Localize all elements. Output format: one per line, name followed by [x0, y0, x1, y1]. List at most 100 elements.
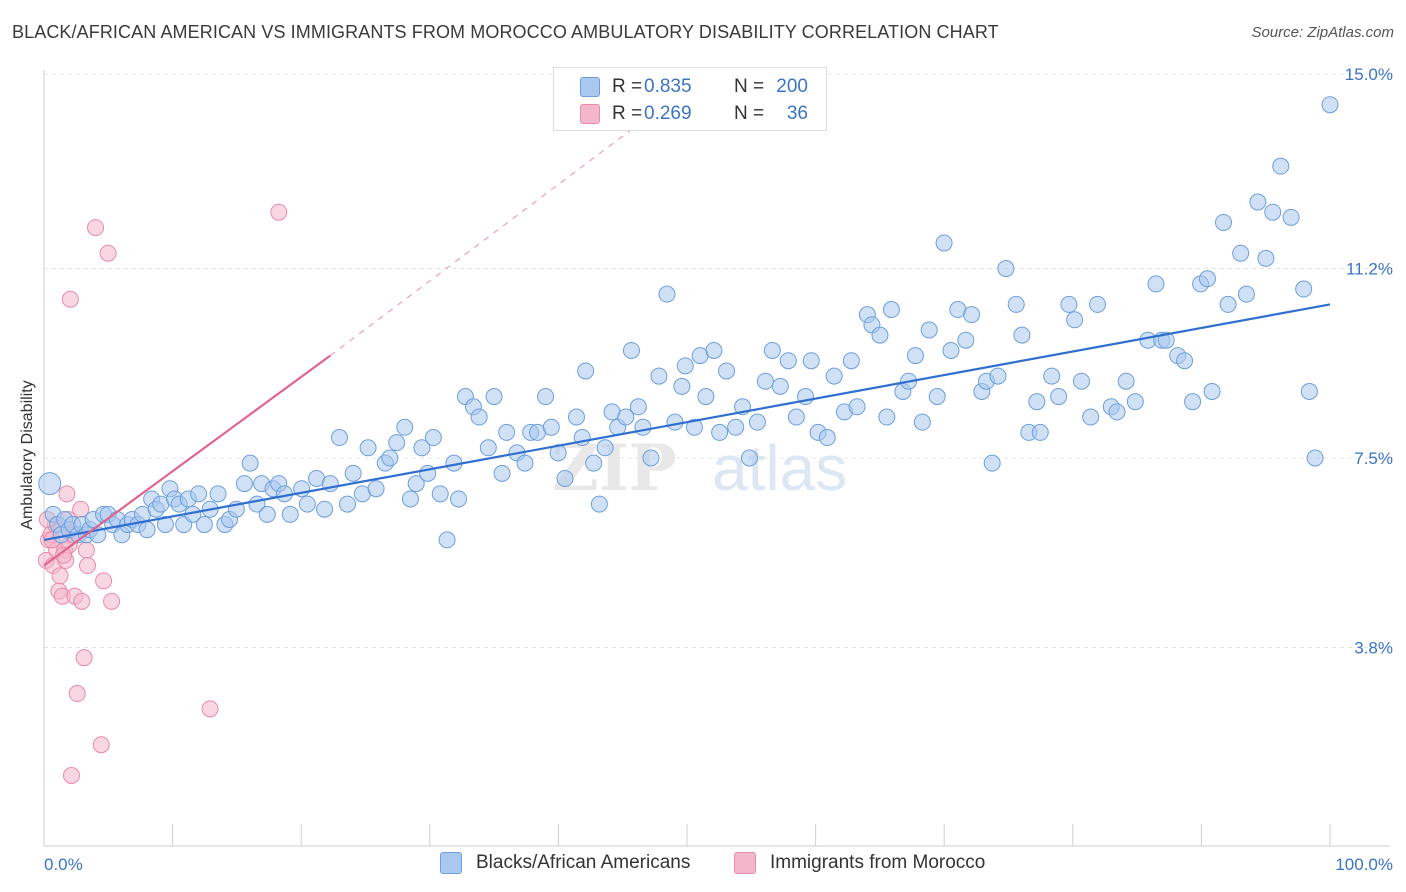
black-point — [1232, 244, 1250, 262]
black-point — [1321, 96, 1339, 114]
morocco-point — [62, 766, 80, 784]
black-point — [367, 480, 385, 498]
black-point — [634, 418, 652, 436]
black-point — [1066, 311, 1084, 329]
trend-line-morocco-extension — [329, 114, 652, 357]
black-point — [281, 505, 299, 523]
axes — [43, 70, 1390, 847]
black-point — [498, 423, 516, 441]
black-point — [818, 429, 836, 447]
watermark-zip: ZIP — [552, 431, 677, 506]
black-point — [748, 413, 766, 431]
y-tick-label: 11.2% — [1346, 260, 1393, 279]
y-tick-label: 3.8% — [1354, 638, 1393, 657]
black-point — [1215, 213, 1233, 231]
black-point — [316, 500, 334, 518]
black-point — [676, 357, 694, 375]
morocco-point — [58, 485, 76, 503]
black-point — [842, 352, 860, 370]
black-point — [787, 408, 805, 426]
morocco-point — [73, 592, 91, 610]
black-point — [585, 454, 603, 472]
black-point — [330, 429, 348, 447]
black-point — [1089, 295, 1107, 313]
black-point — [1300, 382, 1318, 400]
black-point — [1282, 208, 1300, 226]
legend-r-value: 0.269 — [644, 103, 692, 124]
black-point — [156, 516, 174, 534]
black-point — [338, 495, 356, 513]
x-tick-label-end: 100.0% — [1335, 855, 1393, 874]
black-point — [485, 388, 503, 406]
trend-line-black — [43, 303, 1331, 542]
black-point — [258, 505, 276, 523]
black-point — [878, 408, 896, 426]
black-point — [479, 439, 497, 457]
black-point — [935, 234, 953, 252]
black-point — [396, 418, 414, 436]
morocco-point — [95, 572, 113, 590]
black-point — [1043, 367, 1061, 385]
black-point — [1060, 295, 1078, 313]
legend-n-label: N = — [734, 103, 765, 124]
black-point — [1147, 275, 1165, 293]
legend-item-morocco[interactable]: Immigrants from Morocco — [734, 852, 985, 874]
black-point — [685, 418, 703, 436]
black-point — [1249, 193, 1267, 211]
legend-n-value: 36 — [786, 103, 808, 124]
morocco-point — [68, 685, 86, 703]
series-legend: Blacks/African Americans Immigrants from… — [0, 852, 1406, 878]
black-point — [928, 388, 946, 406]
legend-item-black[interactable]: Blacks/African Americans — [440, 852, 690, 874]
black-point — [241, 454, 259, 472]
morocco-point — [61, 290, 79, 308]
black-point — [622, 341, 640, 359]
black-point — [1082, 408, 1100, 426]
black-point — [718, 362, 736, 380]
black-point — [650, 367, 668, 385]
black-point — [556, 469, 574, 487]
black-point — [38, 472, 62, 496]
black-point — [673, 377, 691, 395]
black-point — [1117, 372, 1135, 390]
morocco-point — [87, 219, 105, 237]
black-point — [567, 408, 585, 426]
black-point — [381, 449, 399, 467]
legend-label-black: Blacks/African Americans — [476, 852, 691, 873]
legend-r-label: R = — [612, 103, 643, 124]
black-point — [1176, 352, 1194, 370]
black-point — [1257, 249, 1275, 267]
series-morocco-points — [37, 203, 288, 784]
chart-title: BLACK/AFRICAN AMERICAN VS IMMIGRANTS FRO… — [12, 22, 999, 42]
black-point — [424, 429, 442, 447]
x-tick-label-start: 0.0% — [44, 855, 83, 874]
tick-labels: 3.8% 7.5% 11.2% 15.0% 0.0% 100.0% — [44, 65, 1393, 874]
black-point — [1050, 388, 1068, 406]
legend-r-label: R = — [612, 76, 643, 97]
legend-swatch-blue — [580, 77, 600, 97]
legend-label-morocco: Immigrants from Morocco — [770, 852, 986, 873]
black-point — [138, 521, 156, 539]
black-point — [963, 306, 981, 324]
black-point — [298, 495, 316, 513]
black-point — [1184, 393, 1202, 411]
black-point — [882, 301, 900, 319]
black-point — [1306, 449, 1324, 467]
black-point — [344, 464, 362, 482]
black-point — [779, 352, 797, 370]
black-point — [848, 398, 866, 416]
morocco-point — [103, 592, 121, 610]
black-point — [190, 485, 208, 503]
black-point — [983, 454, 1001, 472]
black-point — [1126, 393, 1144, 411]
morocco-point — [201, 700, 219, 718]
black-point — [771, 377, 789, 395]
black-point — [407, 475, 425, 493]
black-point — [997, 260, 1015, 278]
black-point — [1264, 203, 1282, 221]
black-point — [989, 367, 1007, 385]
black-point — [756, 372, 774, 390]
black-point — [825, 367, 843, 385]
black-point — [438, 531, 456, 549]
black-point — [906, 347, 924, 365]
